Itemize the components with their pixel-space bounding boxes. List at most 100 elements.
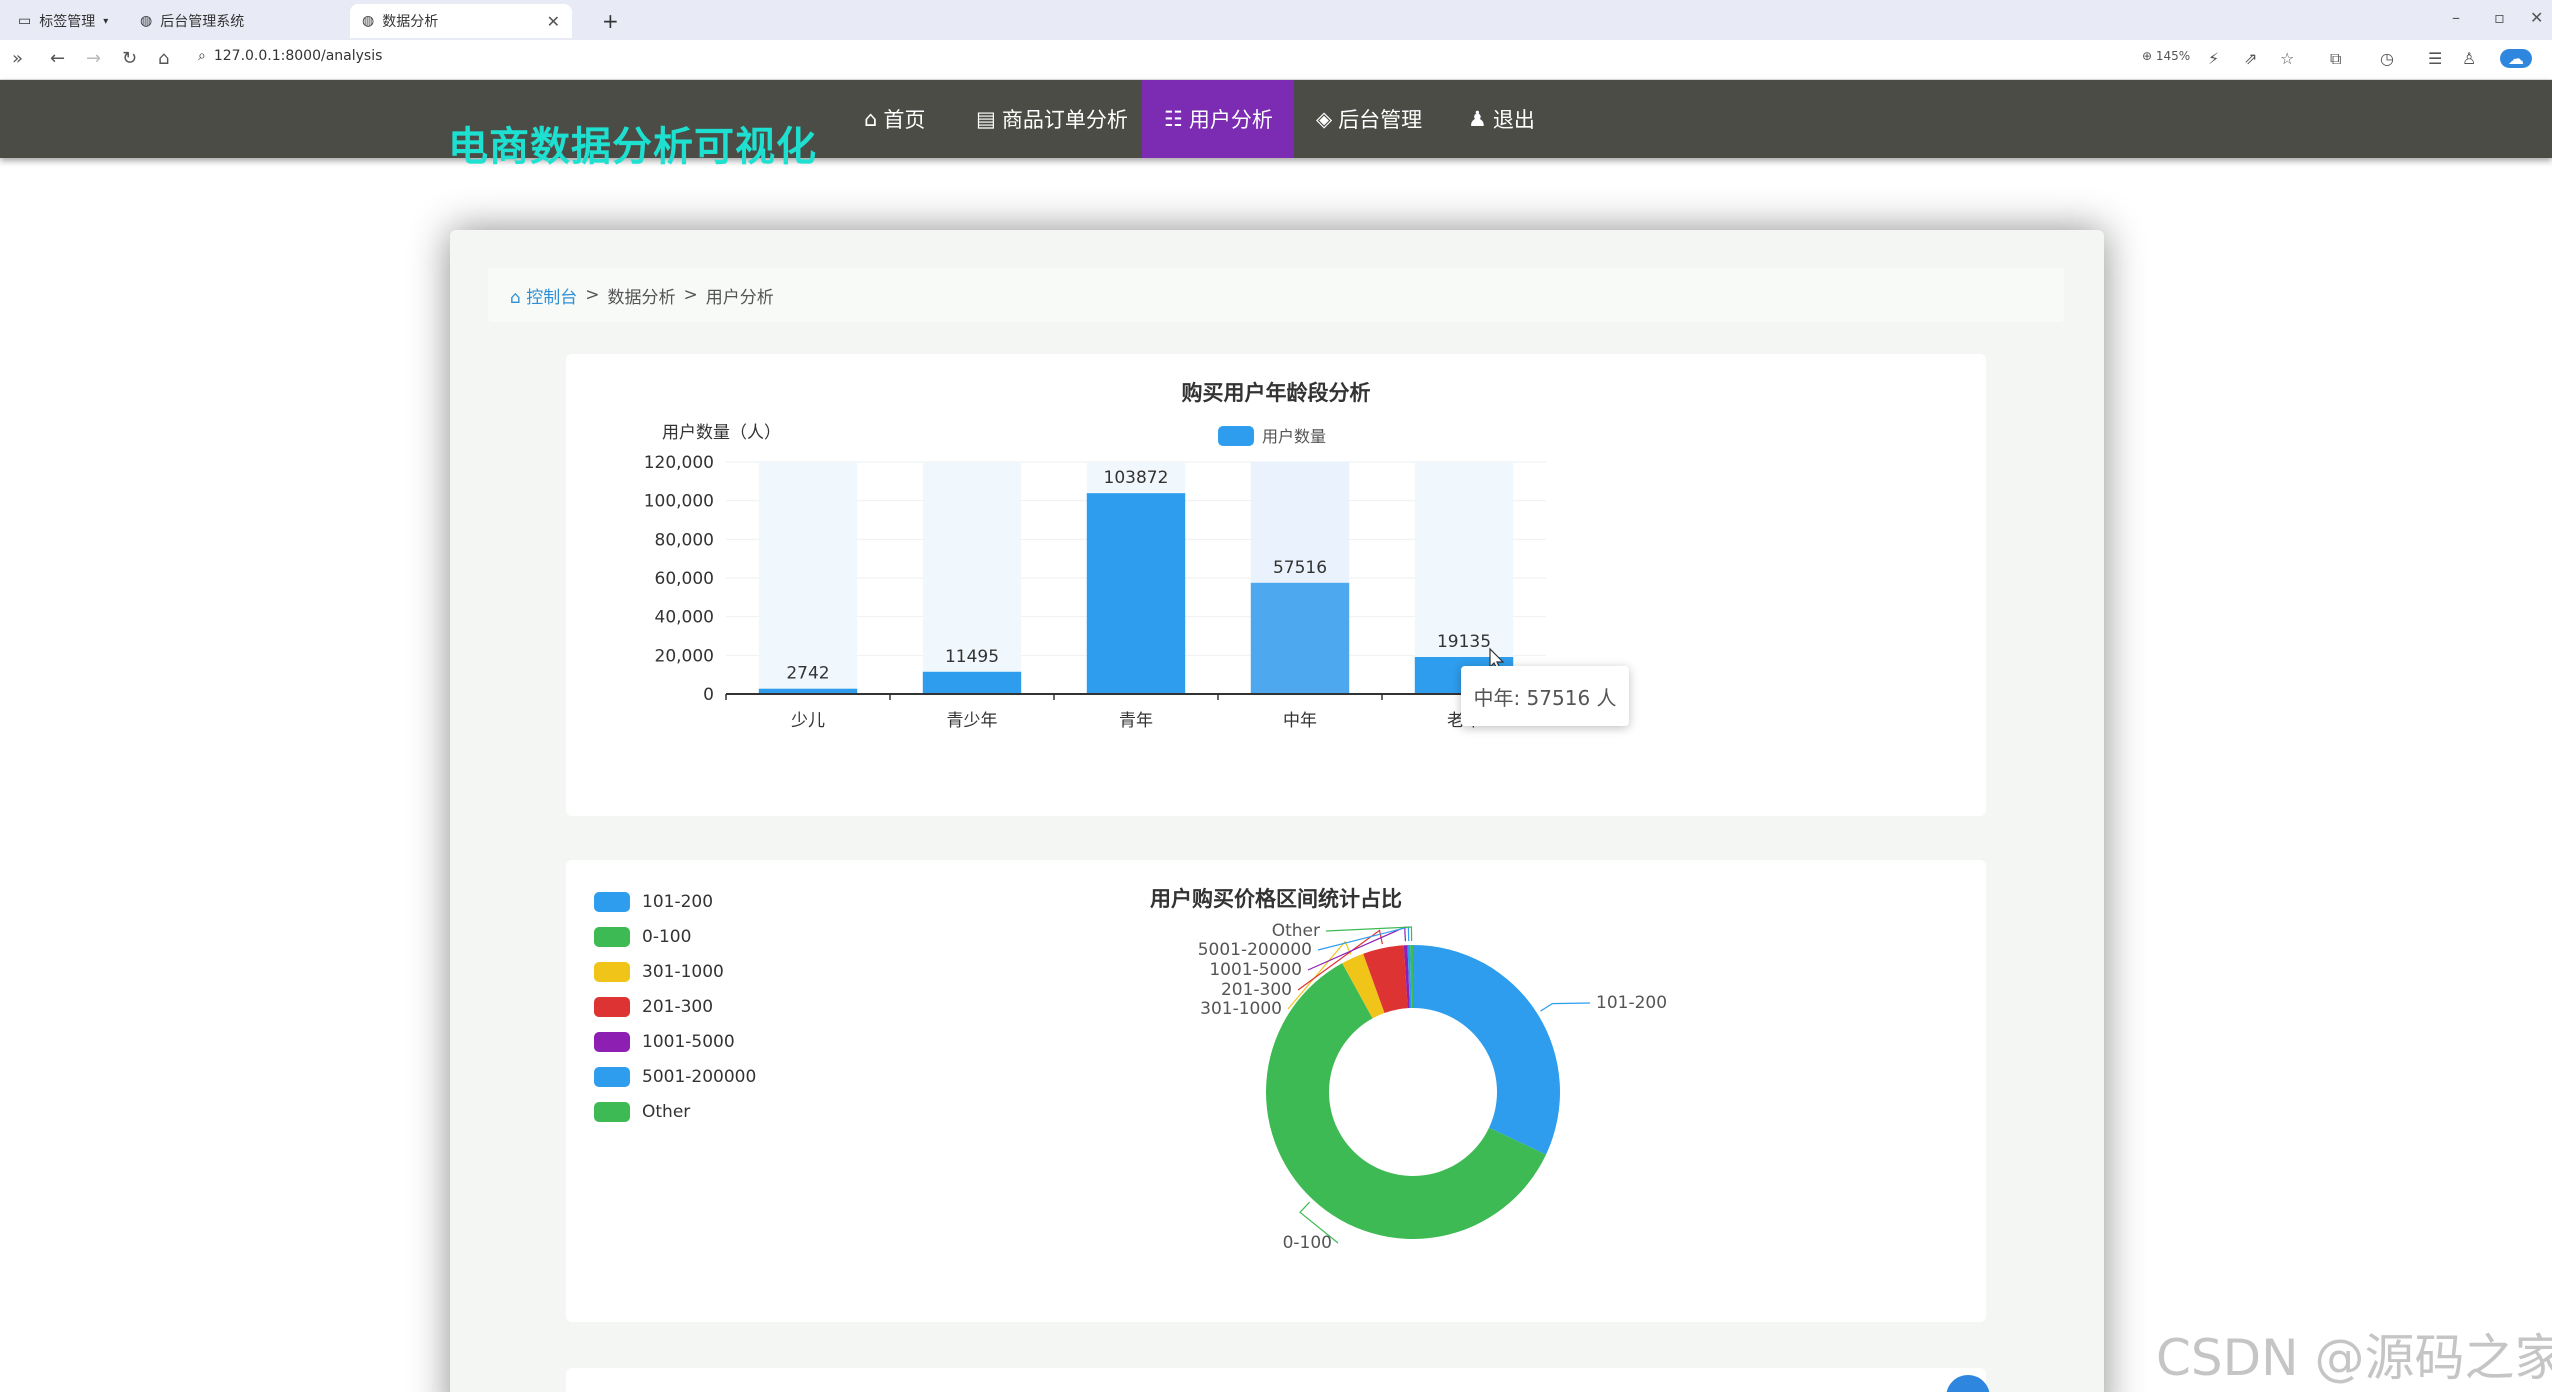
browser-tab[interactable]: ◍ 后台管理系统 xyxy=(128,4,256,38)
legend-label: 0-100 xyxy=(642,926,692,947)
forward-icon[interactable]: → xyxy=(86,48,102,69)
bar-value-label: 2742 xyxy=(786,664,829,684)
legend-swatch xyxy=(594,891,630,912)
home-icon[interactable]: ⌂ xyxy=(158,48,170,69)
bar xyxy=(1086,493,1186,694)
content-panel: ⌂ 控制台 > 数据分析 > 用户分析 购买用户年龄段分析 用户数量 用户数量（人）… xyxy=(450,230,2104,1392)
breadcrumb-separator: > xyxy=(683,285,698,305)
sidebar-toggle-icon[interactable]: » xyxy=(12,48,24,69)
nav-admin[interactable]: ◈ 后台管理 xyxy=(1294,80,1444,158)
close-icon[interactable]: ✕ xyxy=(546,11,560,31)
legend-label: 201-300 xyxy=(642,996,714,1017)
y-axis-title: 用户数量（人） xyxy=(662,423,781,443)
slice-label: 0-100 xyxy=(1283,1233,1332,1253)
price-donut-chart: 用户购买价格区间统计占比 101-200 0-100 301-1000201-3001… xyxy=(1150,887,1667,1253)
account-icon[interactable]: ♙ xyxy=(2462,49,2477,68)
browser-tab[interactable]: ▭ 标签管理 ▾ xyxy=(6,4,120,38)
donut-slice xyxy=(1410,945,1413,1009)
pie-legend-item[interactable]: 5001-200000 xyxy=(594,1059,756,1094)
tag-icon: ◈ xyxy=(1316,107,1333,131)
nav-home[interactable]: ⌂ 首页 xyxy=(842,80,947,158)
x-tick-label: 中年 xyxy=(1283,711,1317,731)
legend-label: 用户数量 xyxy=(1262,427,1326,446)
extension-icon[interactable]: ⧉ xyxy=(2330,49,2342,68)
url-field[interactable]: ⌕ 127.0.0.1:8000/analysis xyxy=(198,48,382,64)
bar xyxy=(758,688,858,694)
label-leader-line xyxy=(1540,1002,1591,1012)
slice-label: 201-300 xyxy=(1221,980,1292,1000)
y-tick-label: 40,000 xyxy=(655,608,714,628)
bar-background xyxy=(758,462,858,694)
nav-user-analysis[interactable]: ☷ 用户分析 xyxy=(1142,80,1294,158)
legend-label: 301-1000 xyxy=(642,961,724,982)
bar-value-label: 103872 xyxy=(1104,468,1169,488)
label-leader-line xyxy=(1287,940,1352,1010)
breadcrumb-home-label: 控制台 xyxy=(526,287,578,308)
zoom-level: 145% xyxy=(2155,49,2191,63)
pie-legend-item[interactable]: 1001-5000 xyxy=(594,1024,756,1059)
chart-tooltip: 中年: 57516 人 xyxy=(1461,666,1629,726)
new-tab-button[interactable]: + xyxy=(602,9,619,33)
search-icon: ⌕ xyxy=(198,48,206,64)
nav-order-analysis[interactable]: ▤ 商品订单分析 xyxy=(954,80,1150,158)
legend-swatch xyxy=(594,926,630,947)
globe-icon: ◍ xyxy=(362,13,375,29)
zoom-indicator[interactable]: ⊕ 145% xyxy=(2142,49,2191,63)
age-bar-chart: 购买用户年龄段分析用户数量用户数量（人）年龄段020,00040,00060,0… xyxy=(644,381,1617,731)
donut-slice xyxy=(1403,945,1410,1009)
restore-icon[interactable]: ▫ xyxy=(2494,8,2505,27)
pie-legend-item[interactable]: 301-1000 xyxy=(594,954,756,989)
bar xyxy=(922,671,1022,694)
legend-swatch xyxy=(594,1031,630,1052)
pie-legend-item[interactable]: 0-100 xyxy=(594,919,756,954)
tab-label: 后台管理系统 xyxy=(160,14,245,30)
address-bar: » ← → ↻ ⌂ ⌕ 127.0.0.1:8000/analysis ⊕ 14… xyxy=(0,40,2552,80)
reload-icon[interactable]: ↻ xyxy=(122,48,138,69)
nav-label: 首页 xyxy=(883,108,926,132)
browser-tab-active[interactable]: ◍ 数据分析 ✕ xyxy=(350,4,572,38)
bolt-icon[interactable]: ⚡ xyxy=(2208,49,2220,68)
x-tick-label: 少儿 xyxy=(791,711,825,731)
tab-label: 标签管理 xyxy=(39,14,96,30)
breadcrumb-home[interactable]: ⌂ 控制台 xyxy=(510,287,578,308)
y-tick-label: 20,000 xyxy=(655,646,714,666)
bar-value-label: 57516 xyxy=(1273,558,1327,578)
bar-value-label: 11495 xyxy=(945,647,999,667)
label-leader-line xyxy=(1297,929,1383,991)
legend-swatch xyxy=(594,1101,630,1122)
share-icon[interactable]: ⇗ xyxy=(2244,49,2258,68)
donut-slice xyxy=(1266,963,1547,1239)
browser-tab-bar: ▭ 标签管理 ▾ ◍ 后台管理系统 ◍ 数据分析 ✕ + – ▫ ✕ xyxy=(0,0,2552,40)
pie-legend-item[interactable]: 101-200 xyxy=(594,884,756,919)
star-icon[interactable]: ☆ xyxy=(2280,49,2295,68)
donut-slice xyxy=(1413,945,1560,1155)
back-icon[interactable]: ← xyxy=(50,48,66,69)
legend-label: 1001-5000 xyxy=(642,1031,735,1052)
history-icon[interactable]: ◷ xyxy=(2380,49,2394,68)
minimize-icon[interactable]: – xyxy=(2452,8,2460,27)
tab-label: 数据分析 xyxy=(382,14,439,30)
nav-logout[interactable]: ♟ 退出 xyxy=(1446,80,1557,158)
donut-slice xyxy=(1342,953,1385,1019)
close-window-icon[interactable]: ✕ xyxy=(2530,8,2544,27)
legend-swatch xyxy=(594,996,630,1017)
home-icon: ⌂ xyxy=(864,107,878,131)
breadcrumb-level2[interactable]: 数据分析 xyxy=(607,287,676,308)
site-logo[interactable]: 电商数据分析可视化 xyxy=(448,124,817,170)
scroll-top-button[interactable] xyxy=(1946,1375,1990,1392)
watermark: CSDN @源码之家 xyxy=(2156,1329,2552,1387)
x-tick-label: 青年 xyxy=(1119,711,1153,731)
breadcrumb-separator: > xyxy=(585,285,600,305)
pie-legend-item[interactable]: 201-300 xyxy=(594,989,756,1024)
legend-label: 5001-200000 xyxy=(642,1066,757,1087)
chart-title: 用户购买价格区间统计占比 xyxy=(1150,887,1402,911)
legend-label: Other xyxy=(642,1101,691,1122)
menu-icon[interactable]: ☰ xyxy=(2428,49,2443,68)
y-tick-label: 80,000 xyxy=(655,530,714,550)
label-leader-line xyxy=(1299,1201,1339,1244)
pie-legend-item[interactable]: Other xyxy=(594,1094,756,1129)
cloud-icon[interactable]: ☁ xyxy=(2500,49,2532,68)
y-tick-label: 120,000 xyxy=(644,453,714,473)
pie-legend: 101-200 0-100 301-1000 201-300 1001-5000 5001… xyxy=(594,884,756,1129)
bar xyxy=(1250,582,1350,694)
